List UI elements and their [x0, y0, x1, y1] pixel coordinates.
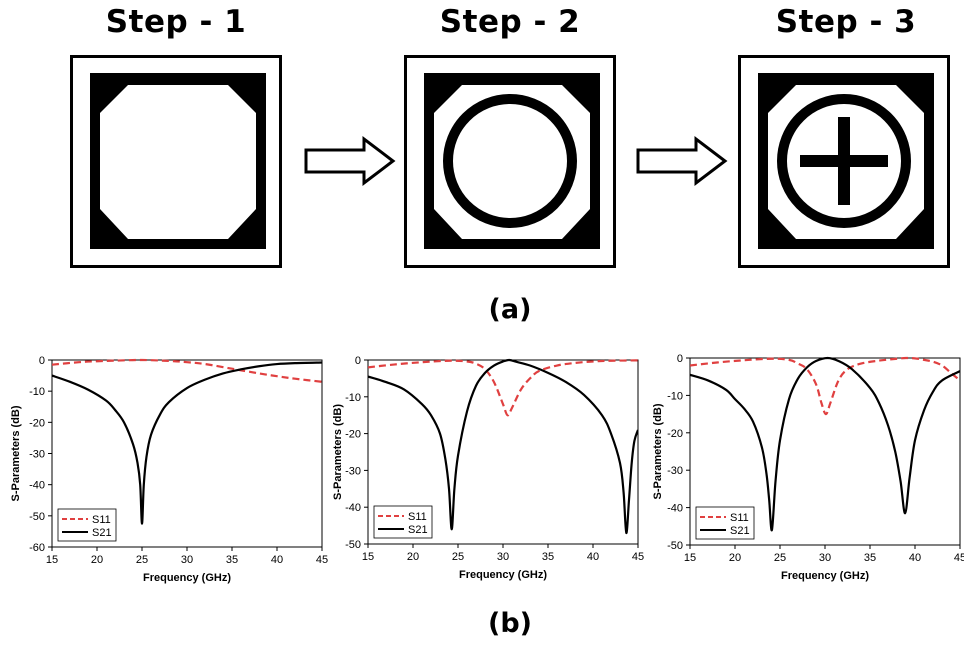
y-tick-label: -50 [345, 539, 361, 551]
x-axis-label: Frequency (GHz) [781, 570, 869, 582]
y-tick-label: -20 [29, 417, 45, 429]
y-tick-label: 0 [39, 355, 45, 367]
legend-label-s11: S11 [92, 514, 111, 526]
legend-box [57, 508, 117, 542]
x-tick-label: 40 [909, 552, 921, 564]
y-axis-label: S-Parameters (dB) [332, 404, 344, 500]
x-tick-label: 40 [587, 551, 599, 563]
step-2-title: Step - 2 [439, 4, 581, 40]
y-tick-label: -60 [29, 542, 45, 554]
y-tick-label: -30 [29, 449, 45, 461]
series-s11-line [368, 359, 638, 417]
y-tick-label: -10 [345, 392, 361, 404]
x-tick-label: 45 [316, 554, 328, 566]
s-parameter-chart-3: 15 20 25 30 35 40 45 0 -10 -20 -30 -40 -50 Frequency … [652, 353, 964, 582]
y-tick-label: -40 [29, 480, 45, 492]
x-tick-label: 25 [774, 552, 786, 564]
y-tick-label: -30 [345, 465, 361, 477]
x-tick-label: 15 [46, 554, 58, 566]
ring-resonator [777, 94, 911, 228]
y-tick-label: 0 [355, 355, 361, 367]
ring-resonator [443, 94, 577, 228]
panel-label-b: (b) [487, 608, 532, 639]
legend-label-s11: S11 [408, 511, 427, 523]
y-tick-label: -30 [667, 465, 683, 477]
x-tick-label: 30 [497, 551, 509, 563]
legend-box [373, 505, 433, 539]
y-tick-label: -40 [667, 503, 683, 515]
x-tick-label: 30 [819, 552, 831, 564]
x-tick-label: 35 [542, 551, 554, 563]
x-tick-label: 25 [452, 551, 464, 563]
x-tick-label: 45 [632, 551, 644, 563]
y-tick-label: -50 [667, 540, 683, 552]
x-axis-label: Frequency (GHz) [459, 569, 547, 581]
y-tick-label: -20 [667, 428, 683, 440]
y-axis-label: S-Parameters (dB) [10, 405, 22, 501]
cross-resonator [800, 117, 888, 205]
series-s21-line [52, 361, 322, 525]
series-s11-line [52, 358, 322, 383]
x-tick-label: 35 [864, 552, 876, 564]
x-tick-label: 25 [136, 554, 148, 566]
step-1-title: Step - 1 [105, 4, 247, 40]
s-parameter-chart-1: 15 20 25 30 35 40 45 0 -10 -20 -30 -40 -50 -60 Frequen… [10, 355, 328, 584]
x-tick-label: 20 [407, 551, 419, 563]
right-arrow-icon [304, 135, 396, 187]
series-s21-line [368, 358, 638, 535]
x-tick-label: 30 [181, 554, 193, 566]
x-tick-label: 15 [684, 552, 696, 564]
legend-label-s21: S21 [408, 524, 428, 536]
step-3-unit-cell [738, 55, 950, 268]
y-tick-label: -20 [345, 429, 361, 441]
y-axis-label: S-Parameters (dB) [652, 403, 664, 499]
s-parameter-chart-2: 15 20 25 30 35 40 45 0 -10 -20 -30 -40 -50 Frequency … [332, 355, 644, 581]
x-tick-label: 20 [91, 554, 103, 566]
series-s21-line [690, 356, 960, 532]
panel-label-a: (a) [488, 294, 532, 325]
y-tick-label: 0 [677, 353, 683, 365]
x-tick-label: 20 [729, 552, 741, 564]
y-tick-label: -10 [29, 386, 45, 398]
x-axis-label: Frequency (GHz) [143, 572, 231, 584]
legend-box [695, 506, 755, 540]
right-arrow-icon [636, 135, 728, 187]
step-2-unit-cell [404, 55, 616, 268]
y-tick-label: -50 [29, 511, 45, 523]
legend-label-s21: S21 [92, 527, 112, 539]
y-tick-label: -40 [345, 502, 361, 514]
x-tick-label: 45 [954, 552, 964, 564]
x-tick-label: 40 [271, 554, 283, 566]
step-1-unit-cell [70, 55, 282, 268]
step-3-title: Step - 3 [775, 4, 917, 40]
legend-label-s11: S11 [730, 512, 749, 524]
x-tick-label: 35 [226, 554, 238, 566]
y-tick-label: -10 [667, 390, 683, 402]
x-tick-label: 15 [362, 551, 374, 563]
series-s11-line [690, 356, 960, 416]
legend-label-s21: S21 [730, 525, 750, 537]
